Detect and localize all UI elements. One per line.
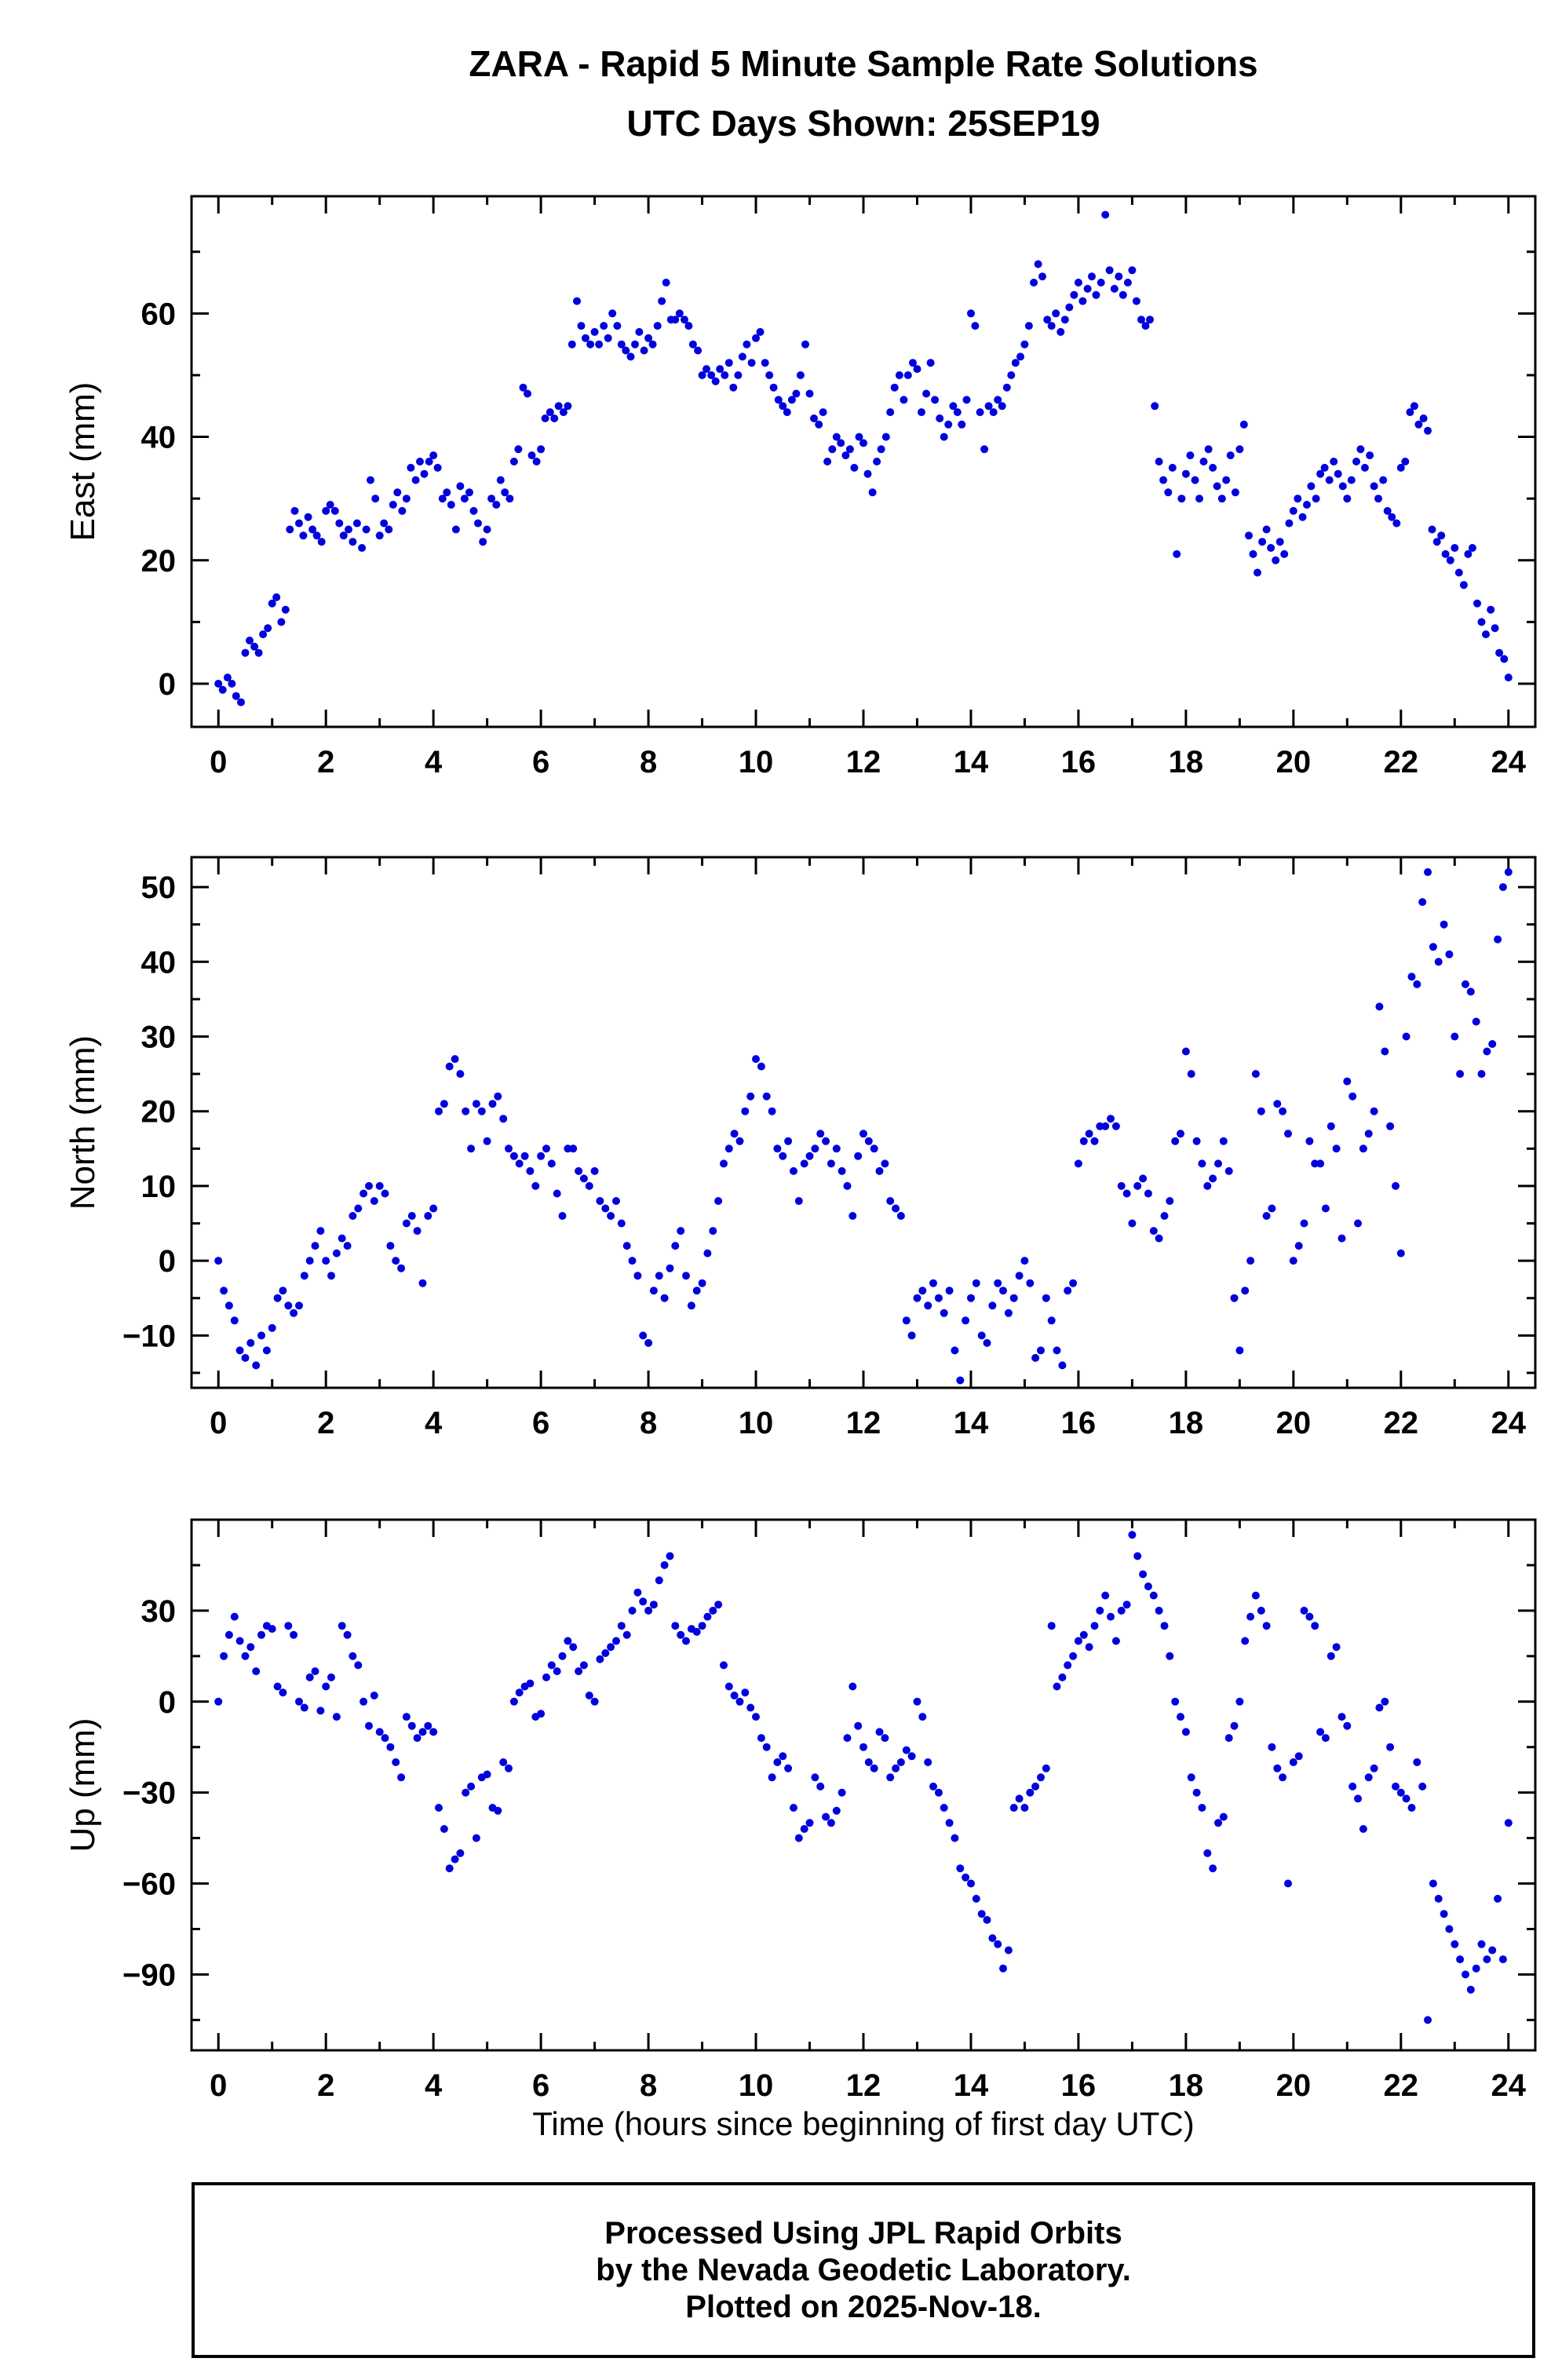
svg-text:22: 22 bbox=[1384, 2068, 1419, 2103]
svg-text:50: 50 bbox=[141, 871, 177, 905]
svg-text:16: 16 bbox=[1061, 2068, 1097, 2103]
svg-text:24: 24 bbox=[1491, 745, 1527, 779]
svg-text:60: 60 bbox=[141, 297, 177, 331]
svg-text:14: 14 bbox=[954, 2068, 989, 2103]
north-plot: 0 2 4 6 8 10 12 14 16 18 20 22 24−1001020304050North… bbox=[64, 856, 1537, 1440]
footer-line-1: Processed Using JPL Rapid Orbits bbox=[604, 2215, 1122, 2250]
svg-text:20: 20 bbox=[141, 1095, 177, 1130]
up-plot-ylabel: Up (mm) bbox=[64, 1717, 102, 1852]
svg-text:2: 2 bbox=[317, 745, 334, 779]
svg-text:0: 0 bbox=[210, 1406, 227, 1440]
svg-text:−30: −30 bbox=[122, 1776, 176, 1811]
svg-text:10: 10 bbox=[739, 2068, 774, 2103]
svg-text:16: 16 bbox=[1061, 1406, 1097, 1440]
svg-text:40: 40 bbox=[141, 421, 177, 455]
svg-text:6: 6 bbox=[532, 1406, 549, 1440]
svg-text:12: 12 bbox=[846, 1406, 881, 1440]
svg-text:4: 4 bbox=[425, 2068, 443, 2103]
svg-text:20: 20 bbox=[1276, 745, 1312, 779]
svg-text:18: 18 bbox=[1169, 2068, 1204, 2103]
svg-text:18: 18 bbox=[1169, 745, 1204, 779]
svg-text:30: 30 bbox=[141, 1020, 177, 1055]
svg-text:0: 0 bbox=[159, 1685, 176, 1720]
footer-box: Processed Using JPL Rapid Orbits by the … bbox=[192, 2182, 1535, 2358]
svg-text:8: 8 bbox=[640, 2068, 657, 2103]
page-subtitle: UTC Days Shown: 25SEP19 bbox=[626, 103, 1100, 144]
svg-text:40: 40 bbox=[141, 945, 177, 980]
svg-text:2: 2 bbox=[317, 1406, 334, 1440]
svg-text:0: 0 bbox=[159, 1244, 176, 1279]
svg-text:−90: −90 bbox=[122, 1958, 176, 1992]
svg-text:30: 30 bbox=[141, 1594, 177, 1629]
east-plot-ylabel: East (mm) bbox=[64, 382, 102, 542]
svg-text:0: 0 bbox=[159, 667, 176, 702]
svg-text:2: 2 bbox=[317, 2068, 334, 2103]
svg-text:12: 12 bbox=[846, 745, 881, 779]
svg-text:16: 16 bbox=[1061, 745, 1097, 779]
east-plot-points bbox=[214, 210, 1513, 706]
svg-text:20: 20 bbox=[1276, 2068, 1312, 2103]
svg-text:−10: −10 bbox=[122, 1319, 176, 1353]
svg-text:22: 22 bbox=[1384, 1406, 1419, 1440]
up-plot-points bbox=[214, 1531, 1513, 2024]
svg-text:22: 22 bbox=[1384, 745, 1419, 779]
svg-text:20: 20 bbox=[141, 544, 177, 579]
svg-text:12: 12 bbox=[846, 2068, 881, 2103]
svg-text:8: 8 bbox=[640, 1406, 657, 1440]
svg-text:10: 10 bbox=[739, 1406, 774, 1440]
svg-text:18: 18 bbox=[1169, 1406, 1204, 1440]
svg-text:6: 6 bbox=[532, 745, 549, 779]
svg-text:24: 24 bbox=[1491, 1406, 1527, 1440]
page-title: ZARA - Rapid 5 Minute Sample Rate Soluti… bbox=[469, 43, 1258, 84]
north-plot-ylabel: North (mm) bbox=[64, 1035, 102, 1210]
footer-line-3: Plotted on 2025-Nov-18. bbox=[685, 2289, 1042, 2324]
svg-text:−60: −60 bbox=[122, 1867, 176, 1902]
svg-text:20: 20 bbox=[1276, 1406, 1312, 1440]
svg-text:14: 14 bbox=[954, 745, 989, 779]
svg-text:6: 6 bbox=[532, 2068, 549, 2103]
svg-text:4: 4 bbox=[425, 1406, 443, 1440]
svg-text:14: 14 bbox=[954, 1406, 989, 1440]
svg-text:0: 0 bbox=[210, 2068, 227, 2103]
north-plot-points bbox=[214, 868, 1513, 1385]
svg-text:10: 10 bbox=[141, 1170, 177, 1204]
footer-line-2: by the Nevada Geodetic Laboratory. bbox=[596, 2252, 1131, 2287]
svg-text:4: 4 bbox=[425, 745, 443, 779]
svg-text:24: 24 bbox=[1491, 2068, 1527, 2103]
x-axis-label: Time (hours since beginning of first day… bbox=[532, 2105, 1195, 2142]
svg-text:10: 10 bbox=[739, 745, 774, 779]
svg-text:0: 0 bbox=[210, 745, 227, 779]
svg-text:8: 8 bbox=[640, 745, 657, 779]
